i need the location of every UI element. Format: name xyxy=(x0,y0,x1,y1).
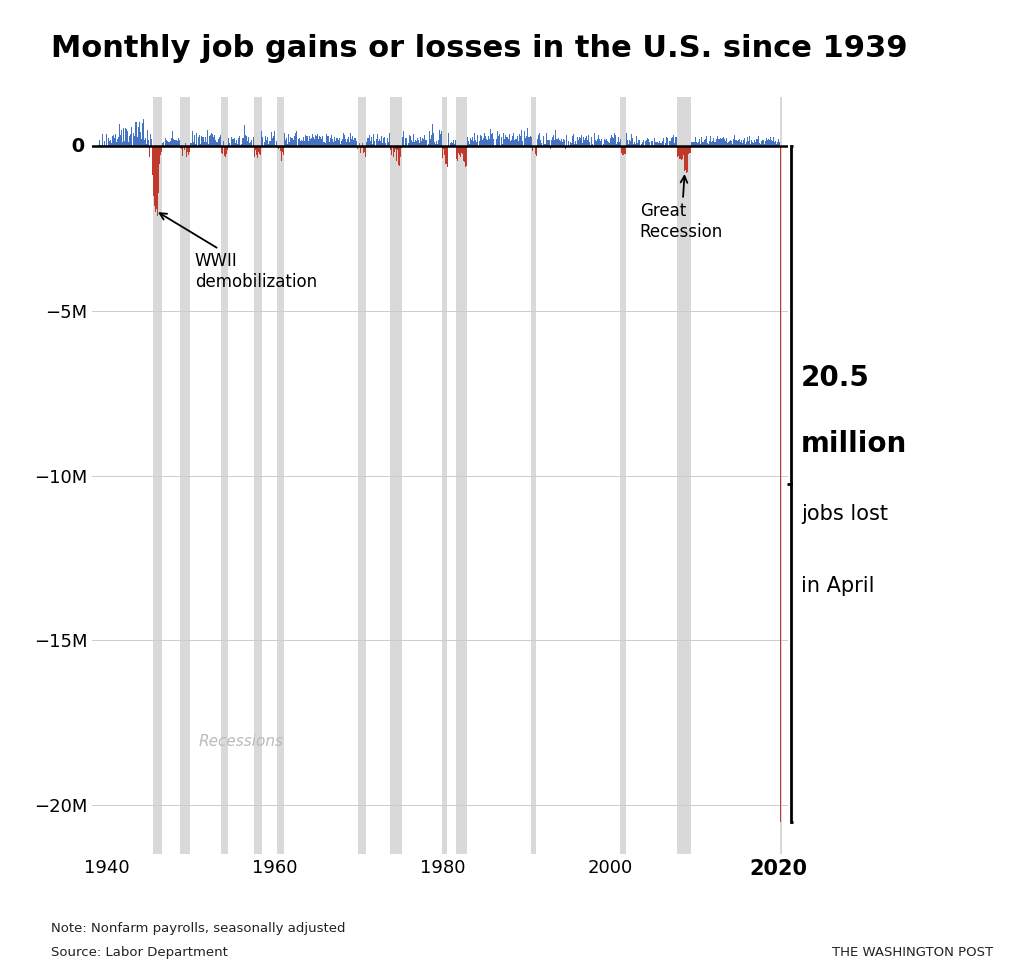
Bar xyxy=(621,97,627,854)
Bar xyxy=(780,97,781,854)
Bar xyxy=(357,97,366,854)
Bar xyxy=(221,97,228,854)
Bar xyxy=(677,97,691,854)
Bar xyxy=(456,97,467,854)
Text: 20.5: 20.5 xyxy=(801,364,870,392)
Text: jobs lost: jobs lost xyxy=(801,504,888,523)
Text: Recessions: Recessions xyxy=(199,734,284,749)
Bar xyxy=(390,97,402,854)
Bar xyxy=(442,97,447,854)
Text: Monthly job gains or losses in the U.S. since 1939: Monthly job gains or losses in the U.S. … xyxy=(51,34,908,63)
Bar xyxy=(531,97,537,854)
Bar xyxy=(180,97,190,854)
Text: in April: in April xyxy=(801,576,874,596)
Text: million: million xyxy=(801,430,907,457)
Text: Source: Labor Department: Source: Labor Department xyxy=(51,947,228,959)
Text: WWII
demobilization: WWII demobilization xyxy=(160,214,316,290)
Text: THE WASHINGTON POST: THE WASHINGTON POST xyxy=(833,947,993,959)
Text: Note: Nonfarm payrolls, seasonally adjusted: Note: Nonfarm payrolls, seasonally adjus… xyxy=(51,922,346,935)
Bar xyxy=(276,97,284,854)
Bar xyxy=(153,97,162,854)
Text: 0: 0 xyxy=(66,137,85,156)
Text: Great
Recession: Great Recession xyxy=(640,176,723,241)
Bar xyxy=(254,97,262,854)
